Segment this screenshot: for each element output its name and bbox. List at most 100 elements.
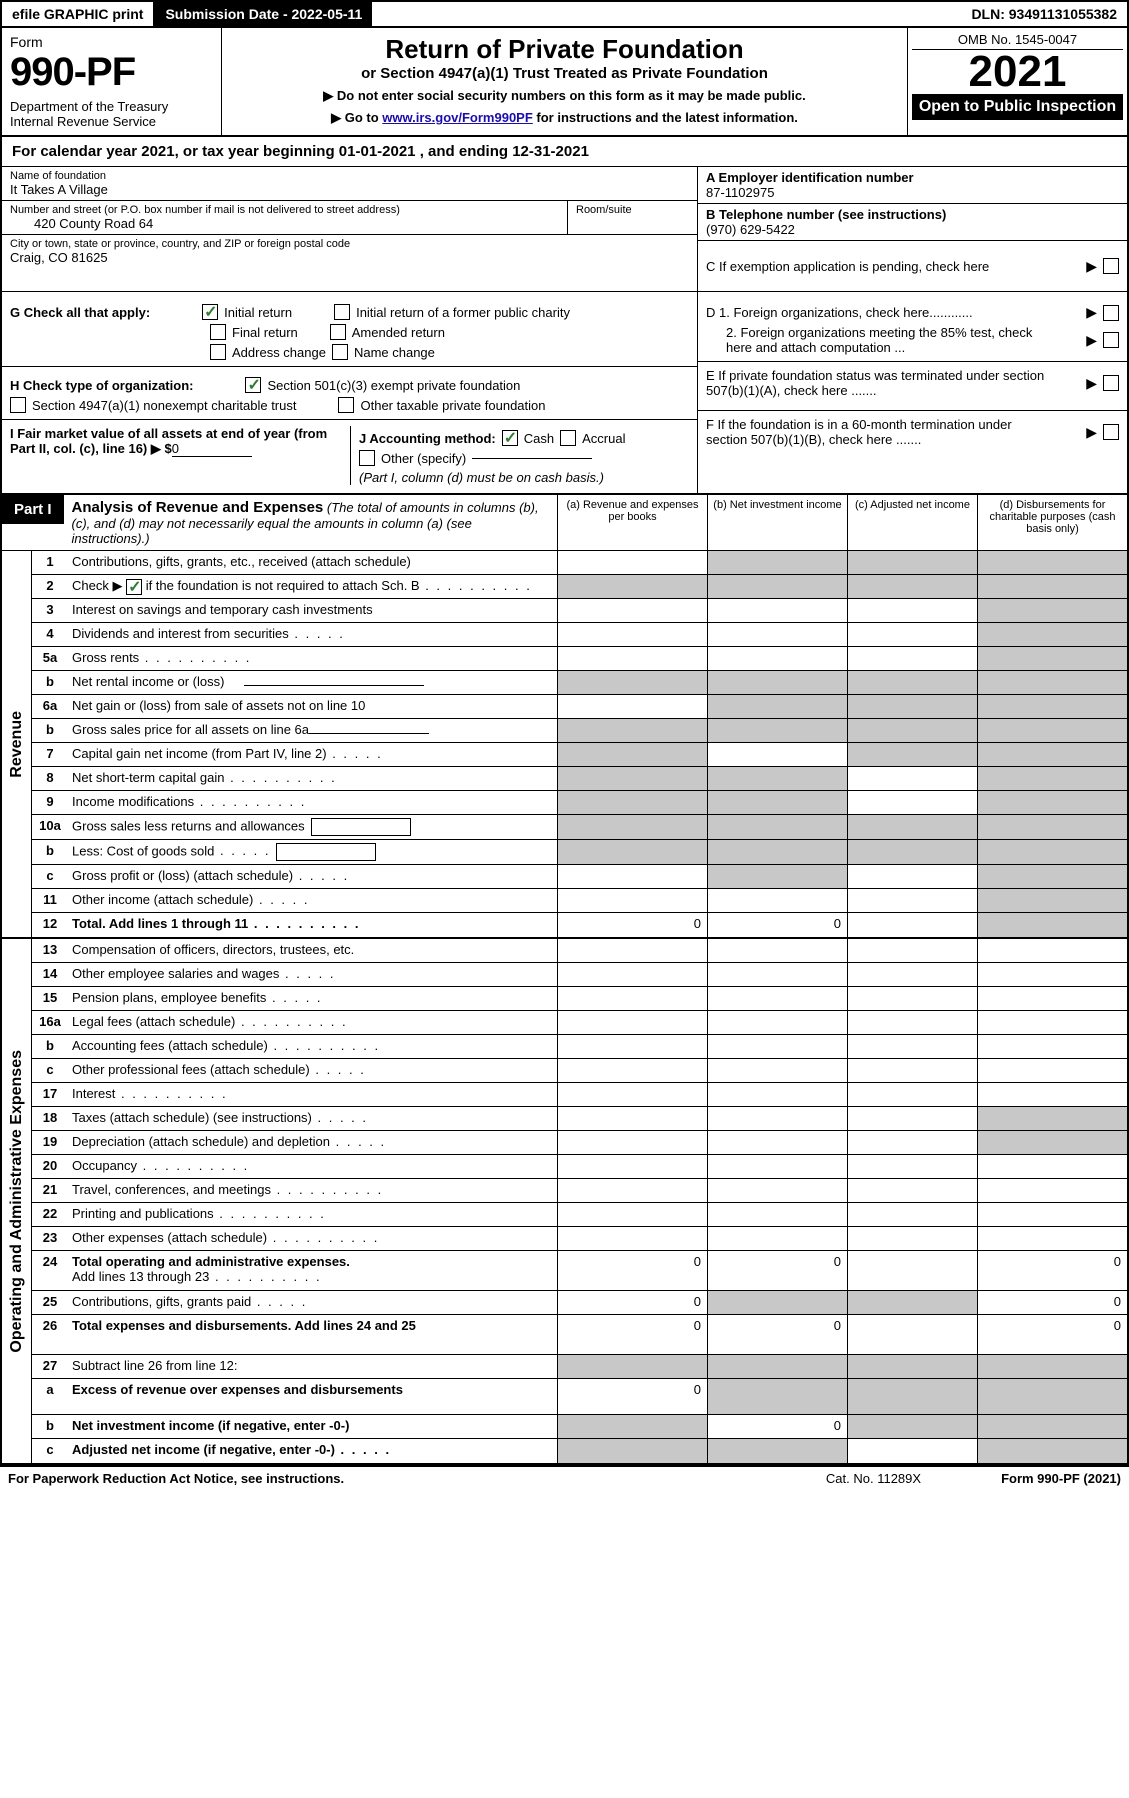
phone-label: B Telephone number (see instructions) xyxy=(706,207,946,222)
row-16c: cOther professional fees (attach schedul… xyxy=(32,1059,1127,1083)
d1-checkbox[interactable] xyxy=(1103,305,1119,321)
s501-checkbox[interactable] xyxy=(245,377,261,393)
form-no-footer: Form 990-PF (2021) xyxy=(1001,1471,1121,1486)
open-to-public: Open to Public Inspection xyxy=(912,94,1123,120)
i-label: I Fair market value of all assets at end… xyxy=(10,426,327,456)
amended-return-label: Amended return xyxy=(352,325,445,340)
final-return-checkbox[interactable] xyxy=(210,324,226,340)
j-col: J Accounting method: Cash Accrual Other … xyxy=(350,426,689,485)
row-2: 2Check ▶ if the foundation is not requir… xyxy=(32,575,1127,599)
row-13: 13Compensation of officers, directors, t… xyxy=(32,939,1127,963)
exemption-pending-row: C If exemption application is pending, c… xyxy=(698,241,1127,291)
revenue-side-label: Revenue xyxy=(2,551,32,937)
row-26: 26Total expenses and disbursements. Add … xyxy=(32,1315,1127,1355)
cash-checkbox[interactable] xyxy=(502,430,518,446)
address-change-checkbox[interactable] xyxy=(210,344,226,360)
foundation-name-label: Name of foundation xyxy=(10,170,689,182)
row-10a: 10aGross sales less returns and allowanc… xyxy=(32,815,1127,840)
other-taxable-checkbox[interactable] xyxy=(338,397,354,413)
form-header: Form 990-PF Department of the Treasury I… xyxy=(2,28,1127,137)
row-16b: bAccounting fees (attach schedule) xyxy=(32,1035,1127,1059)
name-change-checkbox[interactable] xyxy=(332,344,348,360)
row-5a: 5aGross rents xyxy=(32,647,1127,671)
arrow-icon: ▶ xyxy=(1086,258,1097,275)
header-right: OMB No. 1545-0047 2021 Open to Public In… xyxy=(907,28,1127,135)
header-left: Form 990-PF Department of the Treasury I… xyxy=(2,28,222,135)
other-specify-line xyxy=(472,458,592,459)
ein-label: A Employer identification number xyxy=(706,170,914,185)
form-page: efile GRAPHIC print Submission Date - 20… xyxy=(0,0,1129,1467)
name-change-label: Name change xyxy=(354,345,435,360)
h-row2: Section 4947(a)(1) nonexempt charitable … xyxy=(10,397,689,413)
entity-block: Name of foundation It Takes A Village Nu… xyxy=(2,167,1127,292)
top-bar: efile GRAPHIC print Submission Date - 20… xyxy=(2,2,1127,28)
instr-goto-pre: ▶ Go to xyxy=(331,110,382,125)
arrow-icon: ▶ xyxy=(1086,332,1097,349)
g-label: G Check all that apply: xyxy=(10,305,150,320)
row-1: 1Contributions, gifts, grants, etc., rec… xyxy=(32,551,1127,575)
e-row: E If private foundation status was termi… xyxy=(698,361,1127,404)
dept-treasury: Department of the Treasury Internal Reve… xyxy=(10,99,213,129)
ij-block: I Fair market value of all assets at end… xyxy=(2,419,697,485)
g-row2: Final return Amended return xyxy=(210,324,689,340)
city-row: City or town, state or province, country… xyxy=(2,235,697,268)
f-checkbox[interactable] xyxy=(1103,424,1119,440)
row-9: 9Income modifications xyxy=(32,791,1127,815)
accrual-checkbox[interactable] xyxy=(560,430,576,446)
g-row: G Check all that apply: Initial return I… xyxy=(10,304,689,320)
street-value: 420 County Road 64 xyxy=(34,216,559,231)
city-label: City or town, state or province, country… xyxy=(10,238,689,250)
row-27a: aExcess of revenue over expenses and dis… xyxy=(32,1379,1127,1415)
s4947-checkbox[interactable] xyxy=(10,397,26,413)
other-specify-checkbox[interactable] xyxy=(359,450,375,466)
submission-date: Submission Date - 2022-05-11 xyxy=(155,2,372,26)
col-c-header: (c) Adjusted net income xyxy=(847,495,977,550)
final-return-label: Final return xyxy=(232,325,298,340)
form-number: 990-PF xyxy=(10,50,213,95)
check-section: G Check all that apply: Initial return I… xyxy=(2,292,1127,495)
i-value: 0 xyxy=(172,441,252,457)
instr-ssn: ▶ Do not enter social security numbers o… xyxy=(232,88,897,104)
amended-return-checkbox[interactable] xyxy=(330,324,346,340)
exemption-pending-checkbox[interactable] xyxy=(1103,258,1119,274)
part1-header: Part I Analysis of Revenue and Expenses … xyxy=(2,495,1127,551)
initial-former-checkbox[interactable] xyxy=(334,304,350,320)
d1-row: D 1. Foreign organizations, check here..… xyxy=(706,304,1119,321)
part1-desc: Analysis of Revenue and Expenses (The to… xyxy=(64,495,557,550)
j-row: J Accounting method: Cash Accrual xyxy=(359,430,689,446)
d2-row: 2. Foreign organizations meeting the 85%… xyxy=(726,325,1119,355)
row-19: 19Depreciation (attach schedule) and dep… xyxy=(32,1131,1127,1155)
column-headers: (a) Revenue and expenses per books (b) N… xyxy=(557,495,1127,550)
dln: DLN: 93491131055382 xyxy=(961,2,1127,26)
phone-row: B Telephone number (see instructions) (9… xyxy=(698,204,1127,241)
cash-label: Cash xyxy=(524,431,554,446)
d2-checkbox[interactable] xyxy=(1103,332,1119,348)
s501-label: Section 501(c)(3) exempt private foundat… xyxy=(267,378,520,393)
initial-return-label: Initial return xyxy=(224,305,292,320)
row-7: 7Capital gain net income (from Part IV, … xyxy=(32,743,1127,767)
entity-right: A Employer identification number 87-1102… xyxy=(697,167,1127,291)
row-24: 24Total operating and administrative exp… xyxy=(32,1251,1127,1291)
e-checkbox[interactable] xyxy=(1103,375,1119,391)
schb-checkbox[interactable] xyxy=(126,579,142,595)
address-row: Number and street (or P.O. box number if… xyxy=(2,201,697,235)
row-27: 27Subtract line 26 from line 12: xyxy=(32,1355,1127,1379)
e-label: E If private foundation status was termi… xyxy=(706,368,1046,398)
other-taxable-label: Other taxable private foundation xyxy=(360,398,545,413)
row-25: 25Contributions, gifts, grants paid00 xyxy=(32,1291,1127,1315)
foundation-name-row: Name of foundation It Takes A Village xyxy=(2,167,697,201)
g-row3: Address change Name change xyxy=(210,344,689,360)
pra-notice: For Paperwork Reduction Act Notice, see … xyxy=(8,1471,344,1486)
j-note: (Part I, column (d) must be on cash basi… xyxy=(359,470,604,485)
row-6b: bGross sales price for all assets on lin… xyxy=(32,719,1127,743)
d2-label: 2. Foreign organizations meeting the 85%… xyxy=(726,325,1046,355)
h-label: H Check type of organization: xyxy=(10,378,193,393)
ein-value: 87-1102975 xyxy=(706,185,1119,200)
exemption-pending-label: C If exemption application is pending, c… xyxy=(706,259,989,274)
initial-return-checkbox[interactable] xyxy=(202,304,218,320)
row-15: 15Pension plans, employee benefits xyxy=(32,987,1127,1011)
efile-button[interactable]: efile GRAPHIC print xyxy=(2,2,155,26)
ein-row: A Employer identification number 87-1102… xyxy=(698,167,1127,204)
h-row: H Check type of organization: Section 50… xyxy=(10,377,689,393)
irs-link[interactable]: www.irs.gov/Form990PF xyxy=(382,110,533,125)
